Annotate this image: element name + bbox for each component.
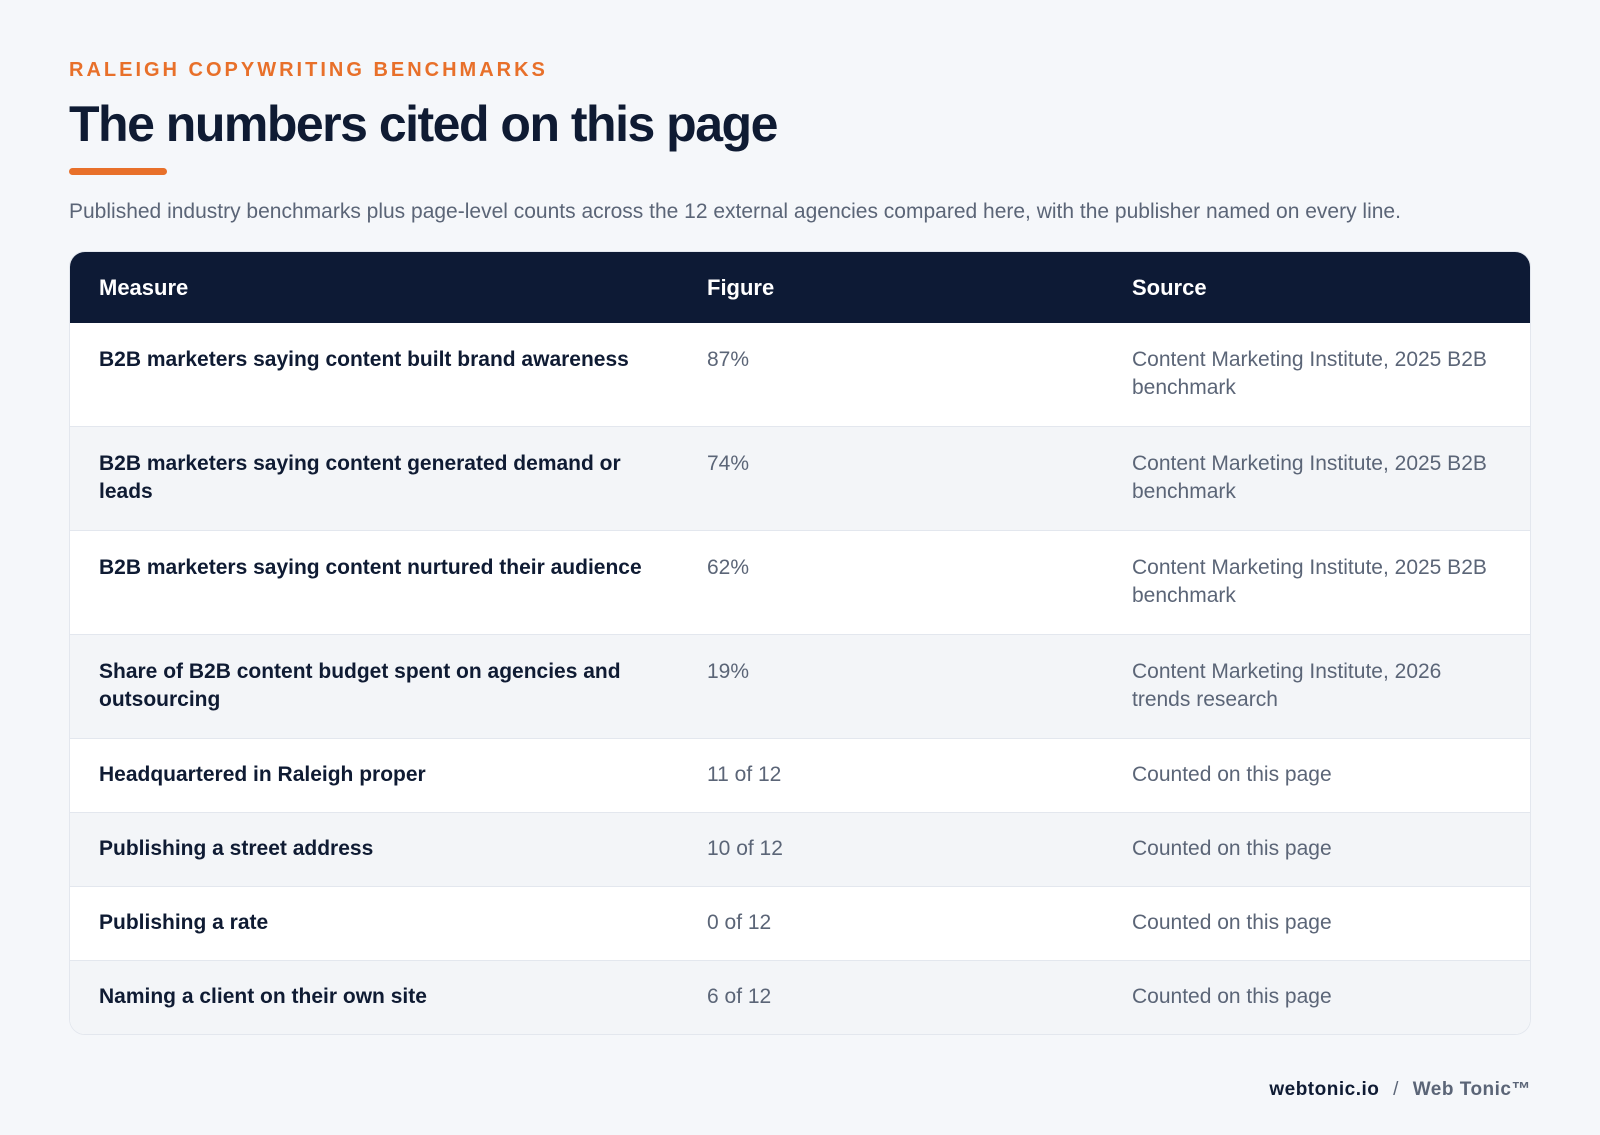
page-subtitle: Published industry benchmarks plus page-… [69,200,1401,223]
source-cell: Content Marketing Institute, 2025 B2B be… [1103,426,1530,531]
table-row: Publishing a rate 0 of 12 Counted on thi… [70,886,1530,961]
benchmarks-table: Measure Figure Source B2B marketers sayi… [70,252,1530,1034]
table-row: Naming a client on their own site 6 of 1… [70,960,1530,1034]
column-header-measure: Measure [99,274,189,300]
source-cell: Counted on this page [1103,738,1530,813]
measure-cell: Share of B2B content budget spent on age… [70,634,678,739]
figure-cell: 0 of 12 [678,886,1103,961]
footer-separator: / [1393,1079,1399,1100]
column-header-figure: Figure [707,274,775,300]
table-row: Share of B2B content budget spent on age… [70,634,1530,739]
source-cell: Counted on this page [1103,886,1530,961]
figure-cell: 11 of 12 [678,738,1103,813]
source-cell: Content Marketing Institute, 2025 B2B be… [1103,530,1530,635]
source-cell: Content Marketing Institute, 2025 B2B be… [1132,348,1487,399]
eyebrow-label: RALEIGH COPYWRITING BENCHMARKS [69,59,548,81]
footer-credit: webtonic.io / Web Tonic™ [1269,1079,1531,1101]
footer-domain: webtonic.io [1269,1079,1380,1100]
source-cell: Counted on this page [1103,960,1530,1034]
measure-cell: B2B marketers saying content generated d… [70,426,678,531]
figure-cell: 19% [678,634,1103,739]
measure-cell: B2B marketers saying content built brand… [99,348,629,371]
table-row: B2B marketers saying content generated d… [70,426,1530,531]
measure-cell: Publishing a street address [70,812,678,887]
table-row: Headquartered in Raleigh proper 11 of 12… [70,738,1530,813]
table-header-row: Measure Figure Source [70,252,1530,323]
table-row: B2B marketers saying content built brand… [70,323,1530,427]
figure-cell: 87% [707,348,750,371]
figure-cell: 74% [678,426,1103,531]
figure-cell: 6 of 12 [678,960,1103,1034]
column-header-source: Source [1132,274,1207,300]
figure-cell: 10 of 12 [678,812,1103,887]
accent-rule [69,168,167,175]
table-row: Publishing a street address 10 of 12 Cou… [70,812,1530,887]
footer-brand: Web Tonic™ [1412,1079,1531,1100]
source-cell: Counted on this page [1103,812,1530,887]
measure-cell: B2B marketers saying content nurtured th… [70,530,678,635]
benchmarks-page: RALEIGH COPYWRITING BENCHMARKS The numbe… [69,56,1531,1035]
source-cell: Content Marketing Institute, 2026 trends… [1103,634,1530,739]
measure-cell: Headquartered in Raleigh proper [70,738,678,813]
benchmarks-table-card: Measure Figure Source B2B marketers sayi… [69,251,1531,1035]
measure-cell: Publishing a rate [70,886,678,961]
figure-cell: 62% [678,530,1103,635]
table-row: B2B marketers saying content nurtured th… [70,530,1530,635]
page-title: The numbers cited on this page [69,96,778,152]
measure-cell: Naming a client on their own site [70,960,678,1034]
